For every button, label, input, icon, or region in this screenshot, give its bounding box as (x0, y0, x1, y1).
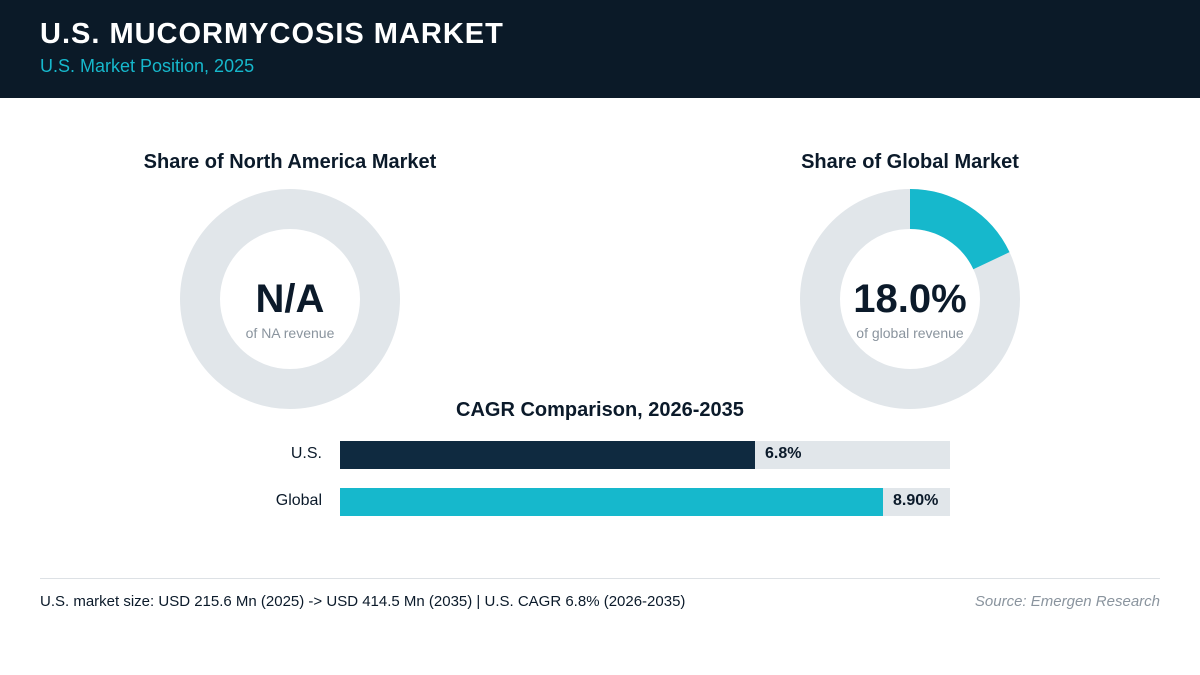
footer-divider (40, 578, 1160, 579)
global-donut-slice (909, 189, 1010, 270)
cagr-bar-track-us (340, 441, 950, 469)
page-subtitle: U.S. Market Position, 2025 (40, 56, 255, 76)
global-share-caption: of global revenue (856, 325, 964, 341)
cagr-bar-row-global: Global 8.90% (0, 488, 1200, 516)
cagr-bar-label-us: U.S. (290, 445, 322, 462)
na-share-value: N/A (255, 277, 325, 321)
global-share-donut: 18.0% of global revenue (800, 189, 1020, 409)
na-donut-track (180, 189, 400, 409)
na-share-caption: of NA revenue (245, 325, 335, 341)
cagr-bar-track-global (340, 488, 950, 516)
cagr-bar-value-global: 8.90% (893, 492, 939, 509)
cagr-bar-us (340, 441, 755, 469)
page-title: U.S. MUCORMYCOSIS MARKET (40, 18, 504, 50)
cagr-bar-row-us: U.S. 6.8% (0, 441, 1200, 469)
na-donut-graphic (180, 189, 400, 409)
global-share-title: Share of Global Market (801, 151, 1019, 173)
na-share-donut: N/A of NA revenue (180, 189, 400, 409)
cagr-bar-value-us: 6.8% (765, 445, 802, 462)
market-size-note: U.S. market size: USD 215.6 Mn (2025) ->… (40, 593, 686, 610)
global-donut-graphic (800, 189, 1020, 409)
cagr-bar-global (340, 488, 883, 516)
cagr-bar-label-global: Global (275, 492, 322, 509)
global-share-value: 18.0% (853, 277, 967, 321)
source-credit: Source: Emergen Research (974, 593, 1160, 610)
cagr-chart-title: CAGR Comparison, 2026-2035 (456, 399, 744, 421)
header-banner: U.S. MUCORMYCOSIS MARKET U.S. Market Pos… (0, 0, 1200, 98)
na-share-title: Share of North America Market (143, 151, 437, 173)
